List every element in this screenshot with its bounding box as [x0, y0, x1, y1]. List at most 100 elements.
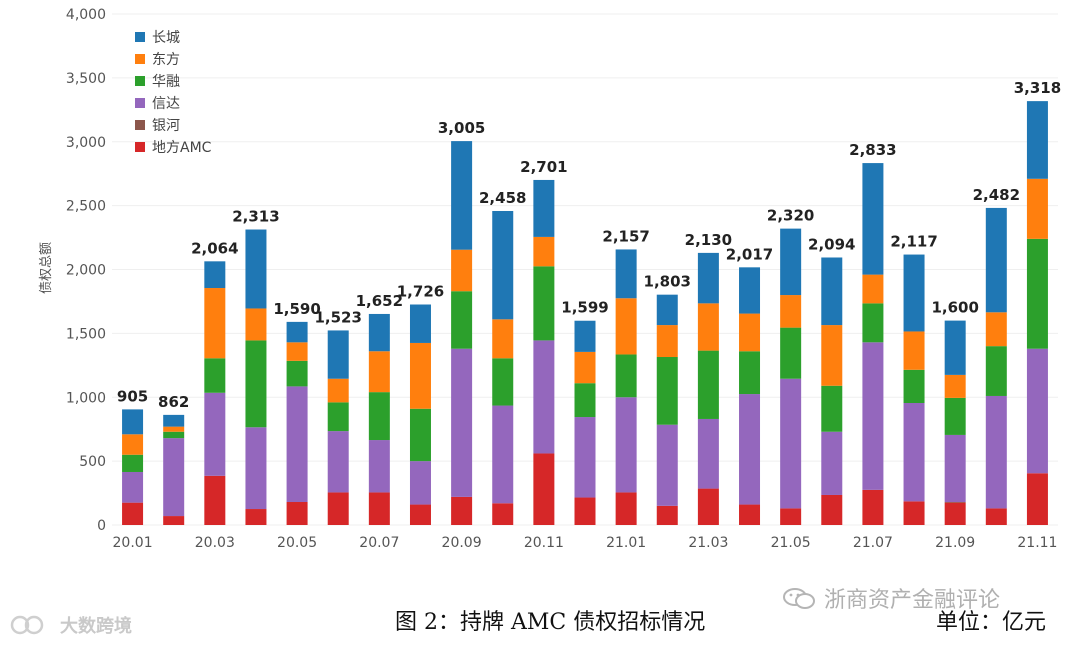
bar-segment [286, 342, 308, 361]
bar-total-label: 2,064 [191, 239, 238, 257]
bar-segment [204, 288, 226, 359]
bar-segment [903, 369, 925, 403]
bar-segment [368, 392, 390, 441]
bar-segment [615, 397, 637, 493]
y-tick-label: 1,000 [66, 390, 106, 406]
bar-total-label: 1,600 [931, 299, 978, 317]
bar-segment [574, 497, 596, 525]
legend-swatch [135, 32, 145, 42]
legend-label: 信达 [152, 96, 180, 112]
bar-segment [122, 409, 144, 435]
bar-segment [985, 207, 1007, 313]
y-tick-label: 0 [97, 518, 106, 534]
bar-segment [245, 340, 267, 428]
watermark-left: 大数跨境 [10, 612, 132, 638]
bar-segment [656, 325, 678, 358]
unit-label: 单位：亿元 [936, 610, 1047, 635]
bar-segment [739, 394, 761, 505]
bar-segment [862, 489, 884, 525]
bar-total-label: 2,320 [767, 207, 814, 225]
legend-swatch [135, 120, 145, 130]
x-tick-label: 20.01 [113, 535, 153, 551]
legend-label: 银河 [152, 118, 180, 134]
bar-segment [821, 431, 843, 495]
bar-segment [533, 236, 555, 267]
bar-segment [656, 357, 678, 425]
bar-segment [163, 426, 185, 432]
bar-segment [697, 303, 719, 351]
bar-total-label: 1,803 [644, 273, 691, 291]
bar-total-label: 2,094 [808, 235, 855, 253]
bar-segment [574, 320, 596, 352]
y-axis-ticks: 0 500 1,000 1,500 2,000 2,500 3,000 3,500 4,000 [66, 7, 106, 534]
bar-segment [862, 303, 884, 343]
bar-segment [574, 351, 596, 384]
bar-segment [780, 378, 802, 509]
bar-segment [697, 350, 719, 419]
bar-segment [163, 414, 185, 427]
bar-total-label: 1,523 [314, 308, 361, 326]
bar-segment [368, 313, 390, 352]
bar-segment [574, 417, 596, 498]
bar-segment [1026, 101, 1048, 179]
bar-total-label: 3,318 [1014, 79, 1061, 97]
bar-segment [122, 471, 144, 503]
x-tick-label: 20.07 [359, 535, 399, 551]
bar-segment [1026, 473, 1048, 525]
bar-segment [245, 229, 267, 309]
bar-segment [862, 163, 884, 275]
bar-segment [368, 351, 390, 393]
bar-segment [409, 408, 431, 462]
legend-swatch [135, 54, 145, 64]
watermark-left-text: 大数跨境 [60, 616, 132, 637]
bar-segment [533, 340, 555, 454]
legend-label: 地方AMC [152, 140, 212, 156]
bar-total-label: 2,701 [520, 158, 567, 176]
bar-segment [204, 475, 226, 525]
x-tick-label: 21.07 [853, 535, 893, 551]
bar-segment [944, 502, 966, 525]
bar-segment [903, 501, 925, 525]
bar-total-label: 1,599 [561, 299, 608, 317]
bar-segment [821, 494, 843, 525]
bar-segment [286, 321, 308, 343]
y-tick-label: 2,000 [66, 263, 106, 279]
bar-total-label: 2,117 [890, 233, 937, 251]
bar-segment [327, 330, 349, 379]
bar-segment [903, 331, 925, 370]
bar-segment [780, 295, 802, 328]
legend-swatch [135, 142, 145, 152]
bar-segment [451, 496, 473, 525]
bar-segment [615, 298, 637, 355]
legend-label: 东方 [152, 52, 180, 68]
y-tick-label: 1,500 [66, 326, 106, 342]
bar-segment [903, 254, 925, 332]
bar-segment [739, 351, 761, 395]
x-tick-label: 21.11 [1017, 535, 1057, 551]
y-tick-label: 3,000 [66, 135, 106, 151]
bar-segment [944, 434, 966, 503]
bar-segment [492, 405, 514, 504]
bar-segment [739, 267, 761, 314]
y-tick-label: 2,500 [66, 199, 106, 215]
bar-segment [615, 354, 637, 398]
stacked-bar-chart: 05001,0001,5002,0002,5003,0003,5004,000 … [38, 7, 1061, 551]
bar-segment [1026, 178, 1048, 239]
bar-segment [944, 397, 966, 435]
bar-segment [944, 374, 966, 398]
x-tick-label: 20.09 [442, 535, 482, 551]
bar-segment [780, 327, 802, 379]
bar-segment [862, 274, 884, 304]
x-tick-label: 20.05 [277, 535, 317, 551]
bar-segment [985, 508, 1007, 525]
bar-segment [780, 228, 802, 296]
bar-segment [409, 461, 431, 505]
legend-swatch [135, 98, 145, 108]
bar-segment [286, 386, 308, 503]
bar-segment [368, 492, 390, 525]
bar-segment [821, 385, 843, 432]
bar-segment [656, 505, 678, 525]
bar-total-label: 2,833 [849, 141, 896, 159]
bar-segment [163, 431, 185, 439]
